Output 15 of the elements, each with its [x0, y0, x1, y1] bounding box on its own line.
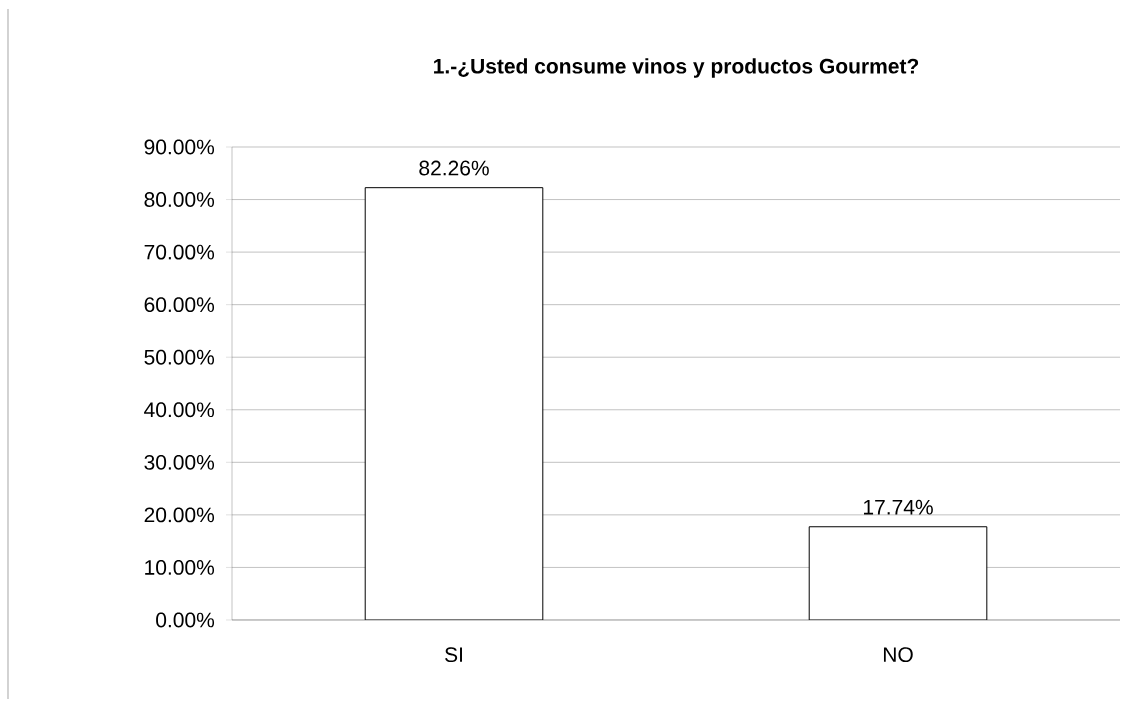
y-tick-label: 70.00% — [144, 244, 215, 260]
y-tick-label: 10.00% — [145, 560, 215, 575]
y-tick-label: 90.00% — [144, 139, 215, 155]
y-tick-label: 20.00% — [144, 507, 215, 523]
data-label: 17.74% — [863, 499, 933, 515]
x-tick-label: SI — [445, 647, 462, 663]
y-tick-label: 40.00% — [144, 402, 215, 418]
data-label: 82.26% — [419, 160, 489, 176]
chart-title: 1.-¿Usted consume vinos y productos Gourmet? — [434, 58, 919, 78]
y-tick-label: 0.00% — [156, 612, 215, 628]
y-tick-label: 60.00% — [144, 297, 215, 313]
y-tick-label: 50.00% — [144, 349, 215, 365]
y-tick-label: 30.00% — [144, 454, 215, 470]
x-tick-label: NO — [883, 647, 913, 663]
y-tick-label: 80.00% — [144, 192, 215, 207]
